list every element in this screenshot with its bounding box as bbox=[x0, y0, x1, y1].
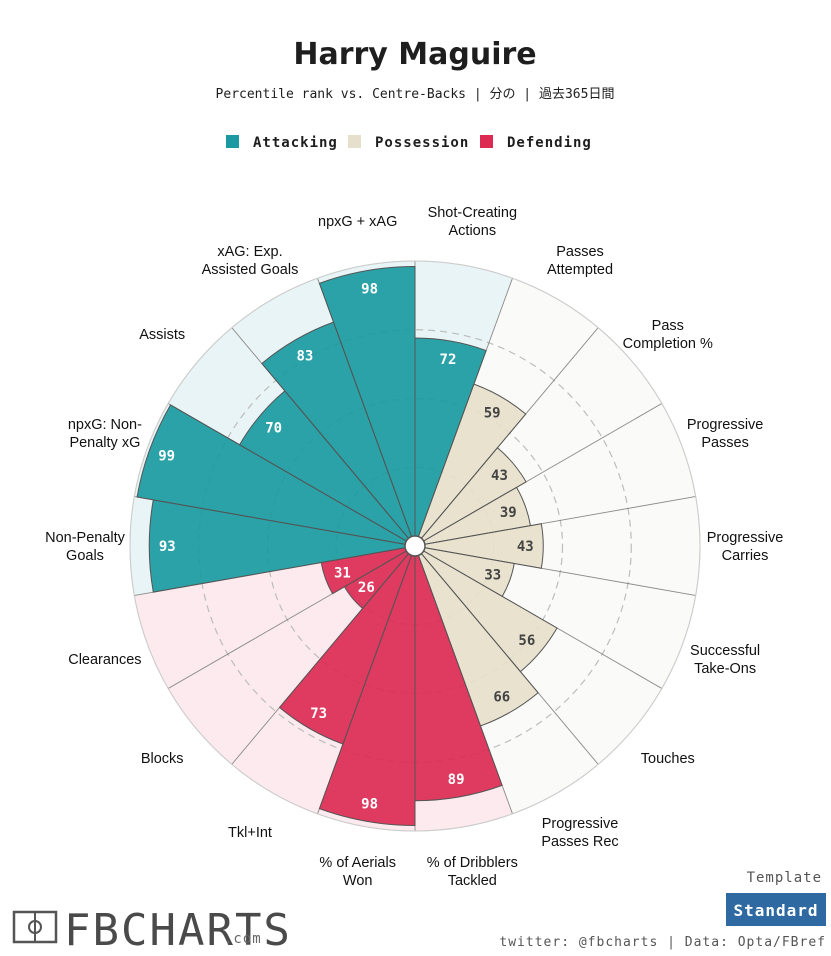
legend-label-attacking: Attacking bbox=[253, 135, 338, 151]
value-label-blocks: 26 bbox=[358, 580, 375, 596]
value-label-clearances: 31 bbox=[334, 565, 351, 581]
wedge-separator bbox=[134, 496, 416, 547]
category-label-progressive-passes: Progressive Passes bbox=[687, 417, 764, 451]
wedge-separator bbox=[414, 278, 513, 547]
wedges: 72 59 43 39 43 33 56 66 89 98 73 26 31 93 99 70 83 98 bbox=[129, 260, 701, 832]
value-label-of-dribblers-tackled: 89 bbox=[448, 772, 465, 788]
logo: FBCHARTS .com bbox=[12, 905, 292, 956]
legend: Attacking Possession Defending bbox=[226, 135, 592, 151]
category-label-passes-attempted: Passes Attempted bbox=[547, 244, 613, 278]
pitch-icon-circle bbox=[28, 920, 42, 934]
category-label-non-penalty-goals: Non-Penalty Goals bbox=[45, 530, 126, 564]
value-label-npxg-non-penalty-xg: 99 bbox=[158, 449, 175, 465]
outer-ring bbox=[129, 260, 701, 832]
category-label-xag-exp-assisted-goals: xAG: Exp. Assisted Goals bbox=[202, 244, 299, 278]
logo-suffix: .com bbox=[224, 931, 262, 947]
value-label-passes-attempted: 59 bbox=[484, 405, 501, 421]
chart-title: Harry Maguire bbox=[293, 37, 536, 72]
legend-swatch-possession bbox=[348, 135, 361, 148]
wedge-separator bbox=[231, 545, 416, 765]
category-label-successful-take-ons: Successful Take-Ons bbox=[690, 643, 760, 677]
wedge-separator bbox=[167, 403, 416, 547]
category-label-touches: Touches bbox=[641, 751, 695, 767]
category-label-assists: Assists bbox=[139, 327, 185, 343]
value-label-progressive-carries: 43 bbox=[517, 539, 534, 555]
category-label-npxg-non-penalty-xg: npxG: Non-Penalty xG bbox=[68, 417, 142, 451]
credit-text: twitter: @fbcharts | Data: Opta/FBref bbox=[499, 935, 826, 950]
category-label-progressive-carries: Progressive Carries bbox=[707, 530, 784, 564]
category-label-progressive-passes-rec: Progressive Passes Rec bbox=[541, 816, 618, 850]
category-label-shot-creating-actions: Shot-Creating Actions bbox=[428, 205, 517, 239]
wedge-separator bbox=[414, 545, 696, 596]
value-label-tkl-int: 73 bbox=[310, 706, 327, 722]
value-label-successful-take-ons: 33 bbox=[484, 567, 501, 583]
category-label-clearances: Clearances bbox=[68, 652, 141, 668]
value-label-progressive-passes-rec: 66 bbox=[493, 689, 510, 705]
wedge-separator bbox=[317, 278, 416, 547]
category-label-blocks: Blocks bbox=[141, 751, 184, 767]
value-label-touches: 56 bbox=[518, 633, 535, 649]
wedge-separator bbox=[414, 403, 663, 547]
value-label-xag-exp-assisted-goals: 83 bbox=[296, 348, 313, 364]
category-labels: Shot-Creating Actions Passes Attempted Pass C… bbox=[45, 205, 783, 889]
category-label-of-dribblers-tackled: % of Dribblers Tackled bbox=[427, 855, 518, 889]
category-label-npxg-xag: npxG + xAG bbox=[318, 214, 397, 230]
template-label: Template bbox=[747, 870, 822, 886]
category-label-of-aerials-won: % of Aerials Won bbox=[319, 855, 396, 889]
value-label-progressive-passes: 39 bbox=[500, 505, 517, 521]
template-button[interactable] bbox=[726, 893, 826, 926]
wedge-separator bbox=[414, 496, 696, 547]
center-hole bbox=[404, 535, 426, 557]
wedge-separator bbox=[414, 545, 599, 765]
wedge-separator bbox=[414, 545, 663, 689]
wedge-separator bbox=[134, 545, 416, 596]
value-label-assists: 70 bbox=[265, 420, 282, 436]
legend-swatch-attacking bbox=[226, 135, 239, 148]
category-label-tkl-int: Tkl+Int bbox=[228, 825, 272, 841]
wedge-separator bbox=[317, 545, 416, 814]
logo-text: FBCHARTS bbox=[64, 905, 292, 956]
chart-subtitle: Percentile rank vs. Centre-Backs | 分の | … bbox=[216, 87, 615, 102]
wedge-separator bbox=[414, 545, 513, 814]
legend-label-defending: Defending bbox=[507, 135, 592, 151]
legend-label-possession: Possession bbox=[375, 135, 469, 151]
wedge-separator bbox=[167, 545, 416, 689]
wedge-separator bbox=[231, 327, 416, 547]
value-label-non-penalty-goals: 93 bbox=[159, 539, 176, 555]
legend-swatch-defending bbox=[480, 135, 493, 148]
value-label-of-aerials-won: 98 bbox=[361, 797, 378, 813]
category-label-pass-completion: Pass Completion % bbox=[623, 318, 713, 352]
template-button-label[interactable]: Standard bbox=[733, 901, 818, 920]
value-label-shot-creating-actions: 72 bbox=[440, 352, 457, 368]
value-label-npxg-xag: 98 bbox=[361, 281, 378, 297]
value-label-pass-completion: 43 bbox=[491, 468, 508, 484]
wedge-separator bbox=[414, 327, 599, 547]
